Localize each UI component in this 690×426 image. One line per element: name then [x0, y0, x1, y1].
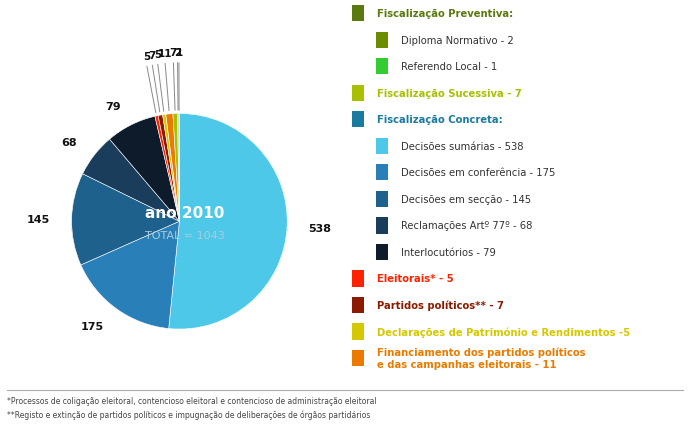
Text: Declarações de Património e Rendimentos -5: Declarações de Património e Rendimentos … — [377, 326, 630, 337]
FancyBboxPatch shape — [376, 191, 388, 207]
Text: Fiscalização Sucessiva - 7: Fiscalização Sucessiva - 7 — [377, 89, 522, 99]
Text: Fiscalização Preventiva:: Fiscalização Preventiva: — [377, 9, 513, 19]
FancyBboxPatch shape — [376, 59, 388, 75]
Text: 145: 145 — [27, 214, 50, 224]
FancyBboxPatch shape — [352, 297, 364, 314]
FancyBboxPatch shape — [352, 6, 364, 22]
FancyBboxPatch shape — [376, 33, 388, 49]
Text: Fiscalização Concreta:: Fiscalização Concreta: — [377, 115, 503, 125]
FancyBboxPatch shape — [352, 324, 364, 340]
FancyBboxPatch shape — [376, 218, 388, 234]
Wedge shape — [110, 117, 179, 222]
Text: 175: 175 — [81, 321, 104, 331]
FancyBboxPatch shape — [352, 112, 364, 128]
FancyBboxPatch shape — [376, 165, 388, 181]
Wedge shape — [168, 114, 287, 329]
FancyBboxPatch shape — [376, 245, 388, 260]
FancyBboxPatch shape — [352, 271, 364, 287]
Text: 538: 538 — [308, 223, 332, 233]
Text: 5: 5 — [144, 52, 150, 62]
Text: 1: 1 — [175, 48, 183, 58]
FancyBboxPatch shape — [352, 86, 364, 102]
Wedge shape — [163, 115, 179, 222]
Text: 7: 7 — [170, 49, 177, 58]
Wedge shape — [72, 174, 179, 265]
Text: 11: 11 — [158, 49, 172, 59]
Text: 68: 68 — [61, 138, 77, 147]
Text: Decisões em secção - 145: Decisões em secção - 145 — [402, 194, 531, 204]
Text: Interlocutórios - 79: Interlocutórios - 79 — [402, 248, 496, 257]
Text: Partidos políticos** - 7: Partidos políticos** - 7 — [377, 300, 504, 311]
Text: Referendo Local - 1: Referendo Local - 1 — [402, 62, 497, 72]
Text: *Processos de coligação eleitoral, contencioso eleitoral e contencioso de admini: *Processos de coligação eleitoral, conte… — [7, 396, 377, 405]
Text: **Registo e extinção de partidos políticos e impugnação de deliberações de órgão: **Registo e extinção de partidos polític… — [7, 410, 371, 420]
Text: Decisões em conferência - 175: Decisões em conferência - 175 — [402, 168, 555, 178]
Text: ano 2010: ano 2010 — [145, 206, 224, 221]
Wedge shape — [166, 114, 179, 222]
Text: TOTAL = 1043: TOTAL = 1043 — [145, 231, 225, 241]
Text: Decisões sumárias - 538: Decisões sumárias - 538 — [402, 141, 524, 152]
Ellipse shape — [72, 221, 287, 240]
FancyBboxPatch shape — [352, 350, 364, 366]
Wedge shape — [177, 114, 179, 222]
Text: 7: 7 — [148, 51, 156, 60]
Wedge shape — [158, 115, 179, 222]
FancyBboxPatch shape — [376, 138, 388, 155]
Text: 5: 5 — [154, 50, 161, 60]
Wedge shape — [173, 114, 179, 222]
Text: 79: 79 — [106, 101, 121, 112]
Text: Reclamações Artº 77º - 68: Reclamações Artº 77º - 68 — [402, 221, 533, 231]
Text: Financiamento dos partidos políticos
e das campanhas eleitorais - 11: Financiamento dos partidos políticos e d… — [377, 347, 586, 370]
Text: 2: 2 — [174, 48, 181, 58]
Text: Diploma Normativo - 2: Diploma Normativo - 2 — [402, 36, 514, 46]
Text: Eleitorais* - 5: Eleitorais* - 5 — [377, 274, 454, 284]
Wedge shape — [81, 222, 179, 329]
Wedge shape — [155, 116, 179, 222]
Wedge shape — [83, 140, 179, 222]
